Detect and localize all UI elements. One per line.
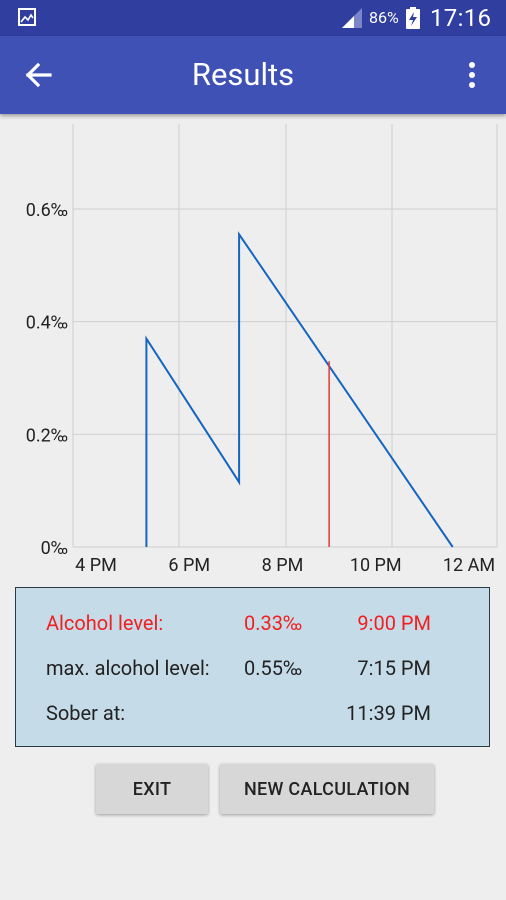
- bac-chart-svg: 0‰ 0.2‰ 0.4‰ 0.6‰ 4 PM 6 PM 8 PM 10 PM 12 AM: [26, 124, 498, 576]
- x-tick-label: 6 PM: [168, 555, 210, 576]
- x-tick-label: 8 PM: [262, 555, 304, 576]
- current-level-label: Alcohol level:: [46, 611, 164, 635]
- signal-icon: [340, 8, 364, 32]
- status-bar: 86% 17:16: [0, 0, 506, 36]
- more-options-icon[interactable]: [462, 60, 482, 94]
- max-level-value: 0.55‰: [244, 656, 303, 680]
- sober-at-time: 11:39 PM: [346, 701, 431, 725]
- sober-at-label: Sober at:: [46, 701, 126, 725]
- back-arrow-icon[interactable]: [22, 59, 54, 95]
- max-level-label: max. alcohol level:: [46, 656, 210, 680]
- max-level-time: 7:15 PM: [357, 656, 431, 680]
- image-notification-icon: [18, 8, 36, 26]
- app-bar: Results: [0, 36, 506, 114]
- battery-percent: 86%: [369, 8, 399, 27]
- x-tick-label: 10 PM: [350, 555, 402, 576]
- results-panel: Alcohol level: 0.33‰ 9:00 PM max. alcoho…: [15, 587, 490, 747]
- status-clock: 17:16: [430, 4, 492, 32]
- x-tick-label: 12 AM: [443, 555, 495, 576]
- battery-charging-icon: [406, 7, 420, 33]
- current-level-value: 0.33‰: [244, 611, 303, 635]
- new-calculation-button[interactable]: NEW CALCULATION: [220, 764, 434, 814]
- y-tick-label: 0.2‰: [26, 425, 68, 446]
- current-level-time: 9:00 PM: [357, 611, 431, 635]
- bac-series-line: [145, 231, 454, 548]
- x-tick-label: 4 PM: [75, 555, 117, 576]
- y-tick-label: 0‰: [41, 538, 68, 559]
- y-tick-label: 0.4‰: [26, 313, 68, 334]
- y-tick-label: 0.6‰: [26, 200, 68, 221]
- bac-chart: 0‰ 0.2‰ 0.4‰ 0.6‰ 4 PM 6 PM 8 PM 10 PM 12 AM: [0, 114, 506, 580]
- exit-button[interactable]: EXIT: [96, 764, 208, 814]
- page-title: Results: [191, 56, 295, 93]
